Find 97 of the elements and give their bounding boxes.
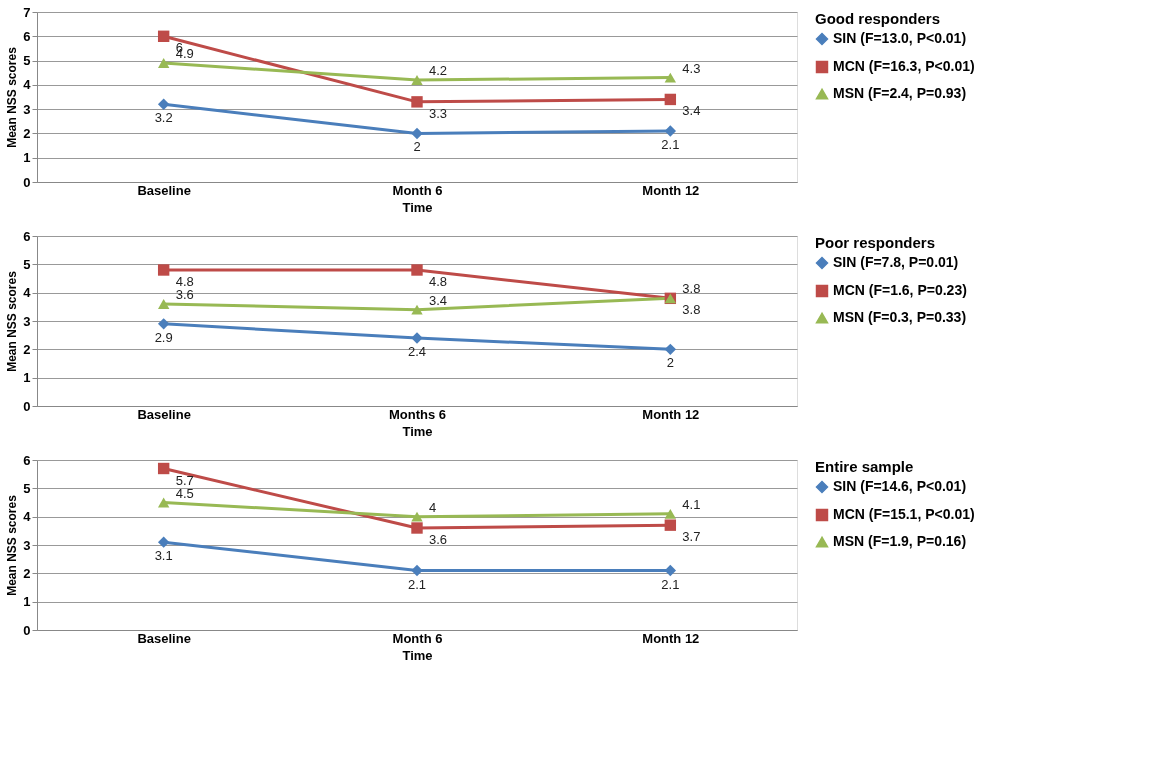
legend-label: SIN (F=7.8, P=0.01) — [833, 254, 959, 270]
data-label: 4.8 — [429, 274, 448, 289]
data-label: 2.9 — [154, 329, 173, 345]
data-label: 3.7 — [682, 529, 701, 545]
legend-label: MCN (F=16.3, P<0.01) — [833, 58, 975, 74]
point — [411, 127, 423, 140]
point — [157, 58, 170, 68]
point — [157, 318, 170, 330]
point — [411, 304, 423, 315]
point — [664, 125, 677, 137]
point — [664, 93, 677, 106]
y-tick-label: 2 — [23, 565, 31, 581]
x-tick-label: Month 12 — [642, 182, 700, 198]
data-label: 4.2 — [429, 63, 448, 78]
point — [664, 343, 677, 356]
x-tick-label: Months 6 — [388, 406, 447, 422]
data-label: 3.6 — [429, 532, 448, 547]
legend-label: MCN (F=15.1, P<0.01) — [833, 506, 975, 522]
data-label: 3.2 — [154, 110, 173, 126]
data-label: 3.8 — [682, 281, 701, 297]
data-label: 2 — [413, 139, 421, 155]
data-label: 3.4 — [682, 103, 701, 119]
point — [157, 299, 170, 309]
y-tick-label: 0 — [23, 174, 31, 190]
x-tick-label: Month 12 — [642, 406, 700, 422]
point — [664, 72, 677, 83]
y-tick-label: 0 — [23, 622, 31, 638]
point — [411, 96, 423, 108]
point — [157, 30, 170, 42]
y-tick-label: 3 — [23, 313, 31, 329]
x-tick-label: Baseline — [137, 406, 191, 422]
y-tick-label: 1 — [23, 370, 31, 386]
x-axis-title: Time — [402, 199, 433, 215]
data-label: 2.4 — [407, 344, 427, 359]
legend-title: Good responders — [815, 10, 941, 27]
point — [411, 264, 423, 276]
y-tick-label: 0 — [23, 398, 31, 414]
legend-title: Entire sample — [815, 458, 914, 475]
point — [157, 462, 170, 475]
y-tick-label: 3 — [23, 537, 31, 553]
y-tick-label: 5 — [23, 53, 31, 69]
y-tick-label: 2 — [23, 341, 31, 357]
y-tick-label: 5 — [23, 480, 31, 496]
y-axis-title: Mean NSS scores — [5, 270, 20, 372]
y-tick-label: 2 — [23, 125, 31, 141]
x-tick-label: Month 6 — [392, 182, 443, 198]
y-tick-label: 4 — [23, 77, 32, 93]
y-axis-title: Mean NSS scores — [5, 494, 20, 596]
y-tick-label: 1 — [23, 150, 31, 166]
data-label: 2 — [666, 355, 674, 371]
point — [157, 98, 170, 110]
data-label: 3.3 — [429, 105, 448, 121]
y-tick-label: 6 — [23, 28, 31, 44]
point — [664, 519, 677, 531]
data-label: 4.8 — [175, 274, 194, 289]
x-tick-label: Baseline — [137, 182, 191, 198]
legend-label: MSN (F=0.3, P=0.33) — [833, 309, 967, 325]
point — [157, 497, 170, 508]
data-label: 3.1 — [154, 548, 173, 564]
x-axis-title: Time — [402, 423, 433, 439]
data-label: 2.1 — [661, 137, 680, 152]
y-tick-label: 7 — [23, 4, 31, 20]
point — [411, 332, 423, 344]
x-tick-label: Month 6 — [392, 630, 443, 646]
y-tick-label: 3 — [23, 101, 31, 117]
point — [411, 75, 423, 85]
data-label: 2.1 — [661, 576, 680, 592]
data-label: 4.1 — [682, 496, 701, 512]
y-axis-title: Mean NSS scores — [5, 46, 20, 148]
data-label: 5.7 — [175, 472, 194, 488]
y-tick-label: 4 — [23, 509, 32, 525]
x-tick-label: Baseline — [137, 630, 191, 646]
y-tick-label: 6 — [23, 228, 31, 244]
data-label: 3.6 — [175, 287, 194, 302]
data-label: 4.3 — [682, 60, 701, 76]
y-tick-label: 5 — [23, 256, 31, 272]
point — [157, 264, 170, 276]
y-tick-label: 1 — [23, 594, 31, 610]
legend-title: Poor responders — [815, 234, 936, 251]
point — [664, 508, 677, 519]
y-tick-label: 4 — [23, 285, 32, 301]
legend-label: SIN (F=13.0, P<0.01) — [833, 30, 967, 46]
legend-label: SIN (F=14.6, P<0.01) — [833, 478, 967, 494]
legend-label: MSN (F=2.4, P=0.93) — [833, 85, 967, 101]
data-label: 3.4 — [429, 292, 448, 308]
data-label: 2.1 — [407, 576, 427, 592]
point — [411, 511, 423, 522]
y-tick-label: 6 — [23, 452, 31, 468]
data-label: 4 — [429, 499, 437, 515]
data-label: 3.8 — [682, 302, 701, 318]
x-tick-label: Month 12 — [642, 630, 700, 646]
point — [411, 522, 423, 534]
data-label: 4.5 — [175, 485, 194, 501]
point — [157, 536, 170, 548]
legend-label: MSN (F=1.9, P=0.16) — [833, 533, 967, 549]
x-axis-title: Time — [402, 647, 433, 663]
legend-label: MCN (F=1.6, P=0.23) — [833, 282, 967, 298]
